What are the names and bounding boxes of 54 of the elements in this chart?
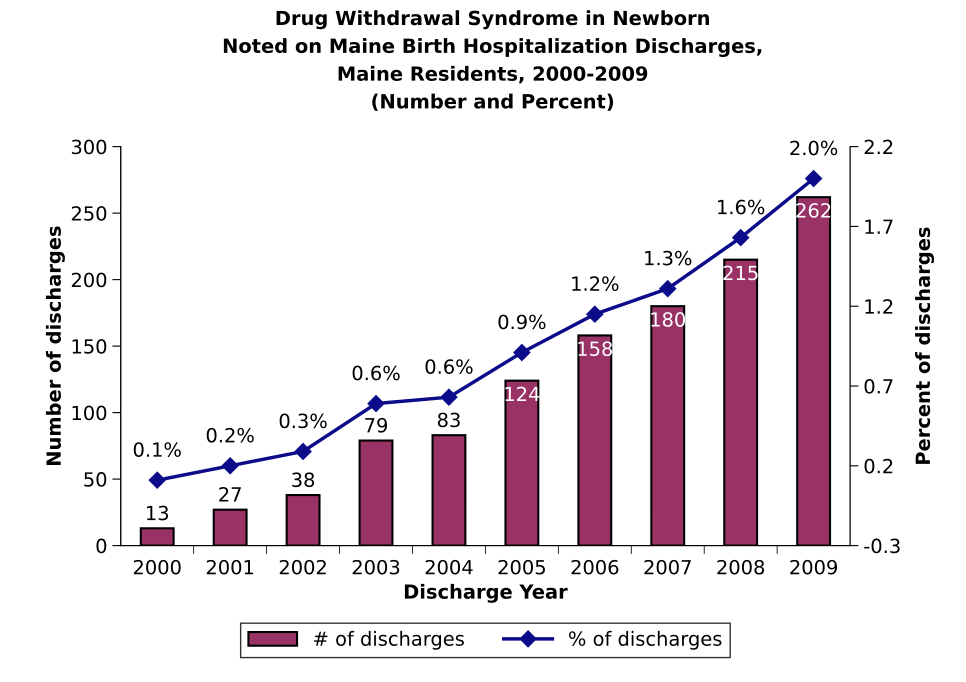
y-tick-label: 150 [72, 339, 106, 354]
y-tick-label: 250 [72, 206, 106, 221]
y-axis-title: Number of discharges [46, 226, 65, 465]
y-tick-label: 200 [72, 272, 106, 288]
data-label: 79 [365, 418, 388, 433]
legend-label: # of discharges [314, 630, 464, 650]
x-tick-label: 2007 [644, 560, 691, 575]
data-label: 0.1% [134, 442, 181, 457]
y2-tick-label: 1.2 [865, 299, 892, 314]
x-tick-label: 2002 [280, 560, 326, 575]
point [440, 388, 458, 406]
data-label: 0.9% [498, 314, 546, 330]
x-tick-label: 2009 [790, 560, 837, 575]
x-tick-label: 2003 [352, 560, 400, 575]
data-label: 0.6% [352, 366, 400, 380]
y2-tick-label: -0.3 [864, 538, 900, 554]
point [222, 457, 239, 474]
x-tick-label: 2006 [571, 560, 618, 575]
data-label: 0.3% [280, 414, 327, 428]
data-label: 0.2% [206, 428, 254, 443]
data-label: 0.6% [426, 359, 473, 374]
data-label: 1.2% [572, 276, 618, 291]
point [805, 170, 822, 188]
point [659, 280, 676, 298]
data-label: 1.3% [645, 250, 692, 266]
x-tick-label: 2001 [206, 560, 254, 575]
y2-tick-label: 2.2 [864, 140, 892, 154]
data-label: 27 [219, 487, 241, 502]
data-label: 13 [146, 506, 168, 520]
legend-label: % of discharges [569, 630, 722, 650]
y-tick-label: 50 [84, 472, 106, 487]
y-tick-label: 0 [96, 538, 106, 554]
data-label: 83 [438, 412, 460, 428]
point [367, 395, 385, 412]
data-label: 1.6% [718, 200, 764, 214]
x-tick-label: 2004 [426, 560, 473, 575]
y2-tick-label: 0.7 [864, 378, 893, 394]
x-tick-label: 2005 [498, 560, 545, 575]
data-label: 2.0% [790, 140, 838, 156]
x-tick-label: 2008 [717, 560, 764, 575]
y-tick-label: 300 [72, 140, 106, 154]
chart-title: Drug Withdrawal Syndrome in Newborn Noted on Maine Birth Hospitalization Discharges, Maine Residents, 2000-2009 (Number and Percent) [224, 10, 762, 111]
point [732, 229, 750, 246]
y2-tick-label: 1.7 [865, 220, 893, 234]
data-label: 38 [292, 472, 314, 488]
y2-axis-title: Percent of discharges [915, 227, 934, 464]
point [586, 306, 604, 323]
point [294, 442, 312, 460]
y2-tick-label: 0.2 [864, 458, 892, 474]
point [513, 344, 530, 362]
x-axis-title: Discharge Year [404, 584, 568, 603]
x-tick-label: 2000 [134, 560, 181, 575]
y-tick-label: 100 [72, 406, 106, 420]
point [148, 472, 166, 489]
